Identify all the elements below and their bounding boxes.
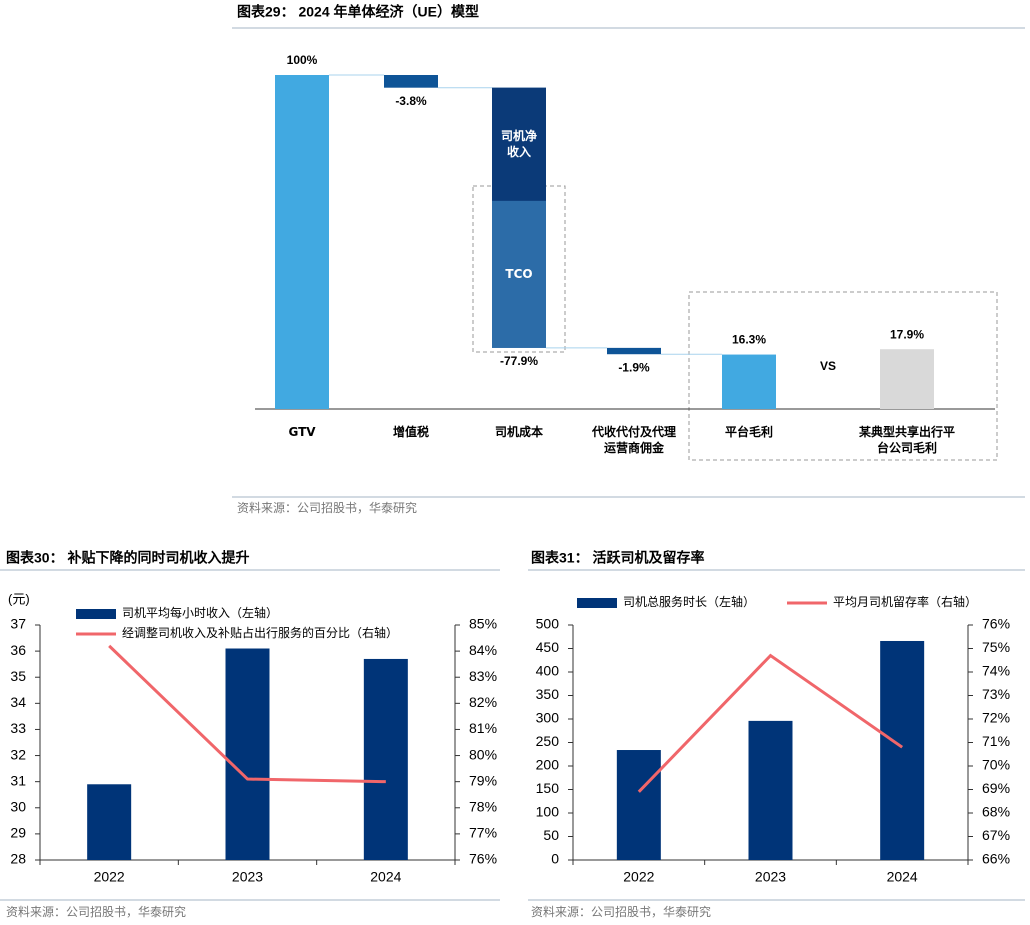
chart-title: 图表30： 补贴下降的同时司机收入提升	[6, 550, 249, 566]
y2-tick-label: 73%	[982, 686, 1010, 702]
value-label: -3.8%	[395, 94, 427, 108]
legend-label: 经调整司机收入及补贴占出行服务的百分比（右轴）	[122, 625, 398, 640]
x-tick-label: 2022	[94, 869, 125, 885]
value-label: 17.9%	[890, 327, 924, 341]
y2-tick-label: 83%	[469, 668, 497, 684]
segment-label: TCO	[505, 267, 533, 282]
segment-label: 司机净收入	[500, 129, 537, 160]
y2-tick-label: 79%	[469, 772, 497, 788]
y2-tick-label: 68%	[982, 804, 1010, 820]
y2-tick-label: 78%	[469, 798, 497, 814]
x-tick-label: 2023	[232, 869, 263, 885]
chart-title: 图表29： 2024 年单体经济（UE）模型	[237, 4, 479, 20]
bar	[384, 75, 438, 88]
dashed-box	[688, 291, 998, 461]
y-tick-label: 32	[10, 746, 26, 762]
value-label: -1.9%	[618, 360, 650, 374]
value-label: 100%	[287, 53, 318, 67]
x-tick-label: 2023	[755, 869, 786, 885]
y2-tick-label: 76%	[469, 851, 497, 867]
y-tick-label: 100	[536, 804, 560, 820]
y-tick-label: 0	[551, 851, 559, 867]
y-tick-label: 28	[10, 851, 26, 867]
value-label: 16.3%	[732, 333, 766, 347]
bar-segment	[492, 200, 546, 348]
y-tick-label: 29	[10, 825, 26, 841]
bar	[616, 750, 661, 860]
legend-label: 司机平均每小时收入（左轴）	[122, 605, 278, 620]
legend-swatch	[76, 609, 116, 619]
y2-tick-label: 69%	[982, 780, 1010, 796]
y-tick-label: 350	[536, 686, 560, 702]
x-tick-label: 2024	[887, 869, 918, 885]
y-tick-label: 50	[543, 827, 559, 843]
bar-segment	[492, 87, 546, 201]
annotation: VS	[820, 359, 836, 373]
y-axis-label: (元)	[8, 591, 30, 606]
x-tick-label: 代收代付及代理运营商佣金	[591, 425, 676, 455]
value-label: -77.9%	[500, 354, 538, 368]
y2-tick-label: 81%	[469, 720, 497, 736]
chart-title: 图表31： 活跃司机及留存率	[531, 550, 704, 566]
y-tick-label: 30	[10, 798, 26, 814]
y2-tick-label: 84%	[469, 642, 497, 658]
bar	[722, 354, 776, 409]
x-tick-label: 2022	[623, 869, 654, 885]
x-tick-label: 司机成本	[494, 425, 543, 439]
y-tick-label: 35	[10, 668, 26, 684]
bar	[225, 648, 270, 860]
y2-tick-label: 75%	[982, 639, 1010, 655]
y2-tick-label: 66%	[982, 851, 1010, 867]
bar	[880, 349, 934, 409]
y2-tick-label: 74%	[982, 663, 1010, 679]
y-tick-label: 37	[10, 616, 26, 632]
y-tick-label: 150	[536, 780, 560, 796]
legend-label: 平均月司机留存率（右轴）	[833, 594, 977, 609]
y2-tick-label: 77%	[469, 825, 497, 841]
legend-label: 司机总服务时长（左轴）	[623, 594, 755, 609]
y-tick-label: 31	[10, 772, 26, 788]
x-tick-label: 某典型共享出行平台公司毛利	[858, 425, 955, 455]
y-tick-label: 200	[536, 757, 560, 773]
y2-tick-label: 76%	[982, 616, 1010, 632]
bar	[748, 720, 793, 860]
y2-tick-label: 82%	[469, 694, 497, 710]
x-tick-label: GTV	[288, 425, 316, 439]
bar	[87, 784, 132, 860]
y-tick-label: 450	[536, 639, 560, 655]
bar	[607, 347, 661, 355]
y2-tick-label: 71%	[982, 733, 1010, 749]
x-tick-label: 平台毛利	[724, 425, 773, 439]
y2-tick-label: 72%	[982, 710, 1010, 726]
x-tick-label: 2024	[370, 869, 401, 885]
y2-tick-label: 70%	[982, 757, 1010, 773]
y-tick-label: 300	[536, 710, 560, 726]
x-tick-label: 增值税	[392, 425, 429, 439]
y2-tick-label: 80%	[469, 746, 497, 762]
bar	[275, 75, 329, 409]
y2-tick-label: 67%	[982, 827, 1010, 843]
source: 资料来源：公司招股书，华泰研究	[6, 904, 186, 919]
y2-tick-label: 85%	[469, 616, 497, 632]
source: 资料来源：公司招股书，华泰研究	[237, 500, 417, 515]
y-tick-label: 250	[536, 733, 560, 749]
line	[637, 653, 904, 793]
y-tick-label: 34	[10, 694, 26, 710]
y-tick-label: 400	[536, 663, 560, 679]
line	[108, 644, 386, 784]
y-tick-label: 500	[536, 616, 560, 632]
bar	[363, 658, 408, 860]
source: 资料来源：公司招股书，华泰研究	[531, 904, 711, 919]
legend-swatch	[577, 598, 617, 608]
y-tick-label: 36	[10, 642, 26, 658]
bar	[880, 640, 925, 860]
y-tick-label: 33	[10, 720, 26, 736]
